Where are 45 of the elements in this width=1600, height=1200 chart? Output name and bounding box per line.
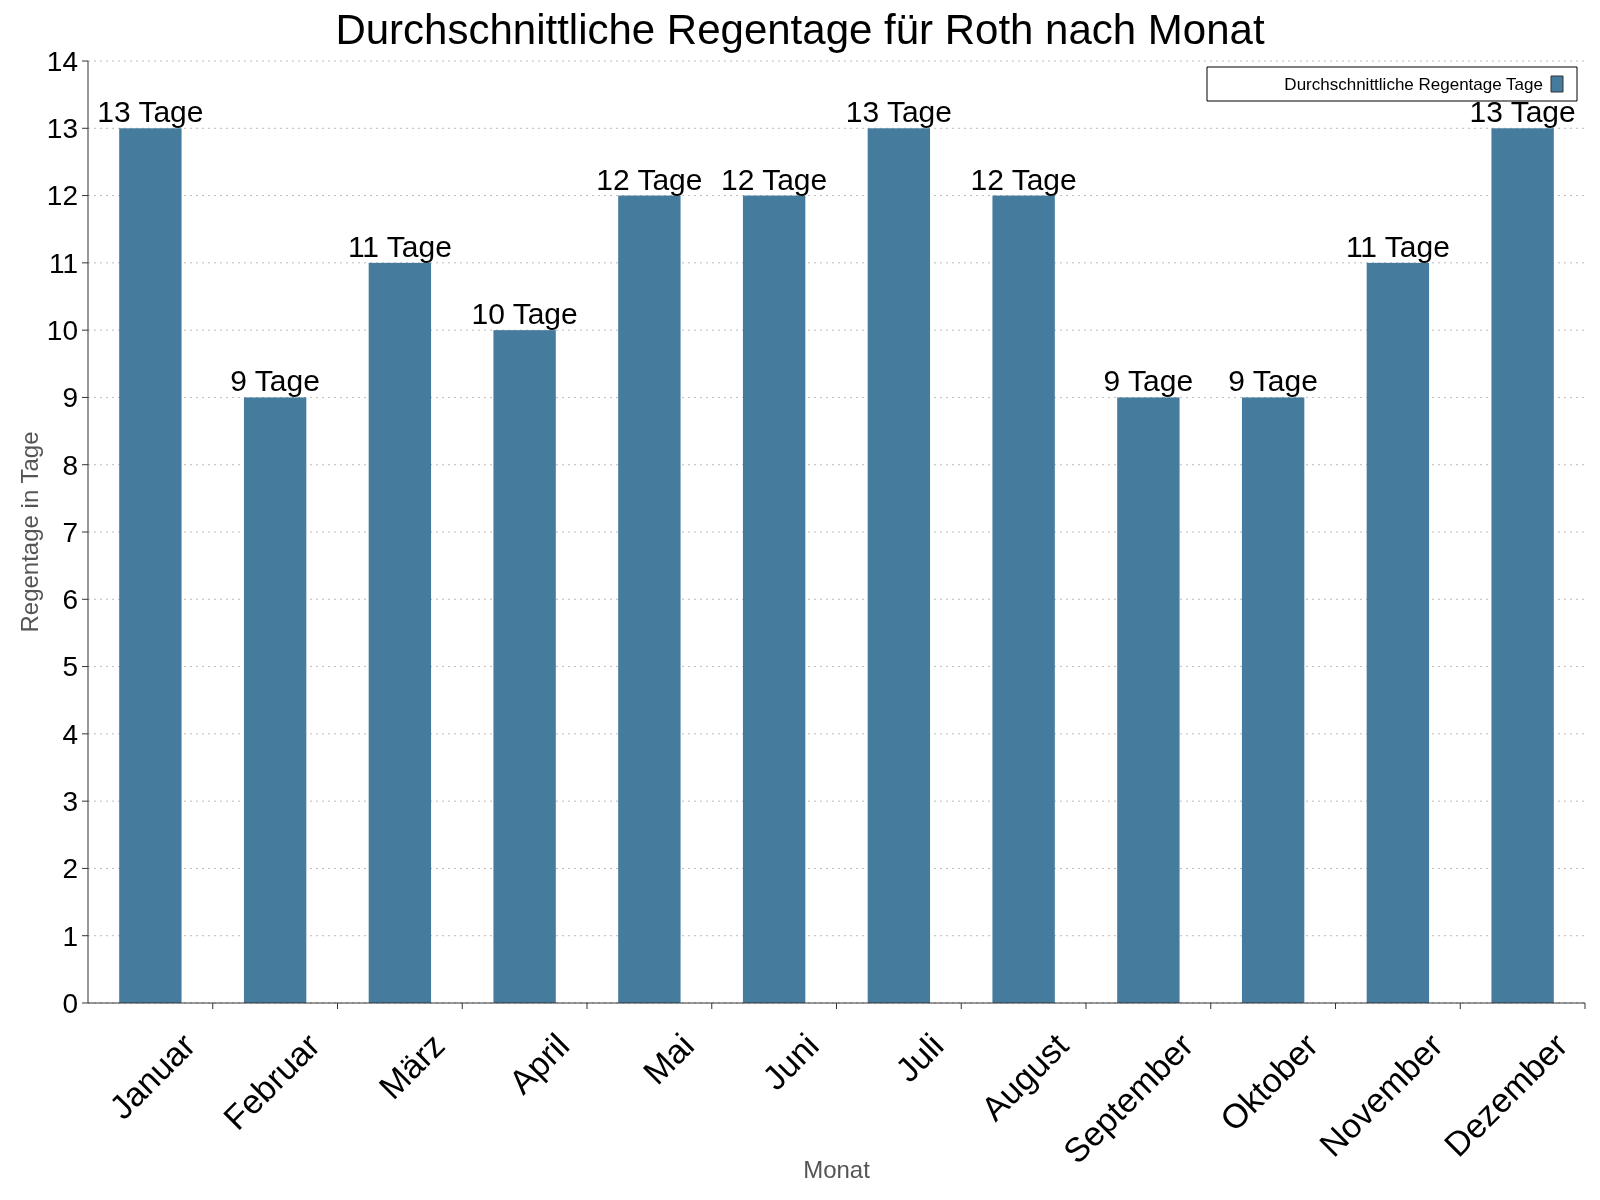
- data-label: 11 Tage: [1345, 229, 1450, 263]
- data-label: 11 Tage: [347, 229, 452, 263]
- y-tick-label: 2: [62, 853, 78, 885]
- bar: [618, 195, 681, 1003]
- data-label: 9 Tage: [1103, 364, 1194, 398]
- chart-title: Durchschnittliche Regentage für Roth nach Monat: [335, 6, 1265, 53]
- bar: [368, 262, 432, 1003]
- bar: [1241, 397, 1305, 1003]
- y-tick-label: 6: [62, 584, 78, 616]
- y-tick-label: 11: [48, 247, 78, 279]
- y-tick-label: 5: [62, 651, 78, 683]
- data-label: 9 Tage: [1228, 364, 1318, 398]
- y-tick-label: 9: [62, 382, 78, 414]
- data-label: 13 Tage: [845, 95, 952, 129]
- y-tick-label: 0: [62, 987, 78, 1019]
- bar: [1491, 128, 1554, 1003]
- x-tick-label: Juli: [887, 1025, 951, 1089]
- data-label: 12 Tage: [596, 162, 703, 196]
- bar: [243, 397, 307, 1003]
- x-axis-title: Monat: [803, 1156, 871, 1183]
- data-label: 12 Tage: [721, 162, 828, 196]
- y-tick-label: 4: [62, 718, 78, 750]
- data-label: 13 Tage: [1469, 95, 1576, 129]
- data-label: 10 Tage: [471, 297, 578, 331]
- data-label: 13 Tage: [97, 95, 204, 129]
- y-axis-title: Regentage in Tage: [16, 431, 43, 633]
- bar: [1117, 397, 1180, 1003]
- y-tick-label: 14: [46, 45, 78, 77]
- bar: [742, 195, 806, 1003]
- bar: [992, 195, 1055, 1003]
- legend-label: Durchschnittliche Regentage Tage: [1284, 74, 1543, 94]
- y-tick-label: 12: [46, 180, 78, 212]
- y-tick-label: 10: [46, 314, 78, 346]
- bar: [867, 128, 931, 1003]
- data-label: 9 Tage: [230, 364, 320, 398]
- x-tick-label: Mai: [635, 1025, 702, 1092]
- bar: [1366, 262, 1430, 1003]
- y-tick-label: 7: [62, 516, 78, 548]
- bar: [119, 128, 182, 1003]
- y-tick-label: 8: [62, 449, 78, 481]
- y-tick-label: 1: [62, 920, 78, 952]
- y-tick-label: 3: [62, 785, 78, 817]
- data-label: 12 Tage: [970, 162, 1077, 196]
- y-tick-label: 13: [46, 113, 78, 145]
- bar: [493, 330, 556, 1003]
